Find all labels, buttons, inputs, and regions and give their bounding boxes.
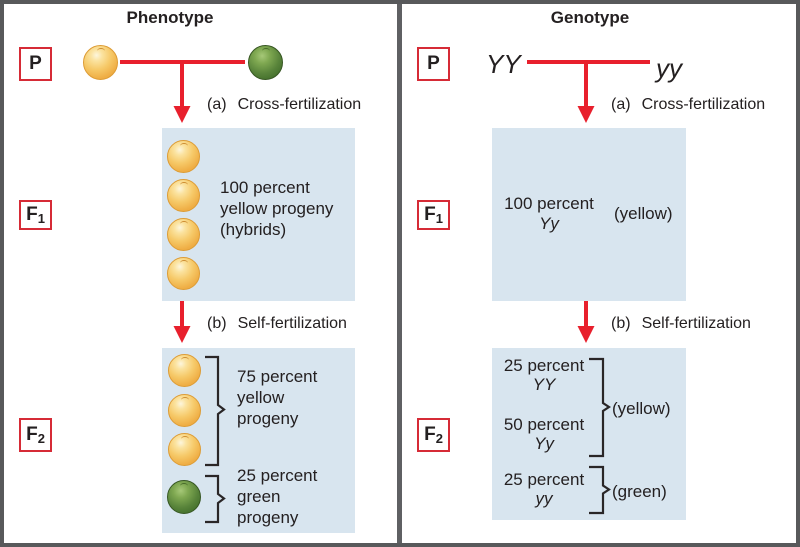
f2-result-box — [492, 348, 686, 520]
yellow-pea-icon — [168, 394, 201, 427]
step-b-label: (b) Self-fertilization — [611, 315, 751, 332]
yellow-pea-icon — [168, 354, 201, 387]
arrow-down-icon — [577, 62, 595, 123]
f2-yellow-phenotype-note: (yellow) — [612, 399, 671, 418]
arrow-down-icon — [173, 62, 191, 123]
f2-entry: 25 percent YY — [503, 356, 585, 394]
cross-line — [527, 60, 650, 64]
f1-phenotype-note: (yellow) — [614, 204, 673, 223]
f2-green-phenotype-note: (green) — [612, 482, 667, 501]
arrow-down-icon — [577, 301, 595, 343]
yellow-pea-icon — [167, 257, 200, 290]
panel-title: Genotype — [550, 8, 630, 27]
generation-p-label: P — [417, 47, 450, 81]
step-a-label: (a) Cross-fertilization — [611, 96, 766, 113]
parent2-genotype: yy — [656, 53, 682, 83]
f2-entry: 25 percent yy — [503, 470, 585, 508]
f1-genotype-block: 100 percent Yy — [497, 194, 601, 234]
bracket-icon — [205, 474, 226, 524]
f1-result-text: 100 percent yellow progeny (hybrids) — [220, 178, 334, 239]
f2-green-text: 25 percent green progeny — [237, 466, 318, 527]
parent1-genotype: YY — [486, 49, 521, 79]
panel-divider — [397, 0, 402, 547]
green-pea-icon — [167, 480, 201, 514]
bracket-icon — [205, 355, 226, 467]
arrow-down-icon — [173, 301, 191, 343]
generation-p-label: P — [19, 47, 52, 81]
step-a-label: (a) Cross-fertilization — [207, 96, 362, 113]
f1-percent-text: 100 percent — [504, 194, 594, 213]
yellow-pea-icon — [168, 433, 201, 466]
f1-result-box — [492, 128, 686, 301]
green-pea-icon — [248, 45, 283, 80]
yellow-pea-icon — [167, 218, 200, 251]
f2-entry: 50 percent Yy — [503, 415, 585, 453]
bracket-icon — [589, 357, 611, 458]
bracket-icon — [589, 465, 611, 515]
yellow-pea-icon — [167, 179, 200, 212]
step-b-label: (b) Self-fertilization — [207, 315, 347, 332]
yellow-pea-icon — [83, 45, 118, 80]
yellow-pea-icon — [167, 140, 200, 173]
panel-title: Phenotype — [126, 8, 214, 27]
f2-yellow-text: 75 percent yellow progeny — [237, 367, 318, 428]
f1-genotype: Yy — [539, 214, 559, 233]
